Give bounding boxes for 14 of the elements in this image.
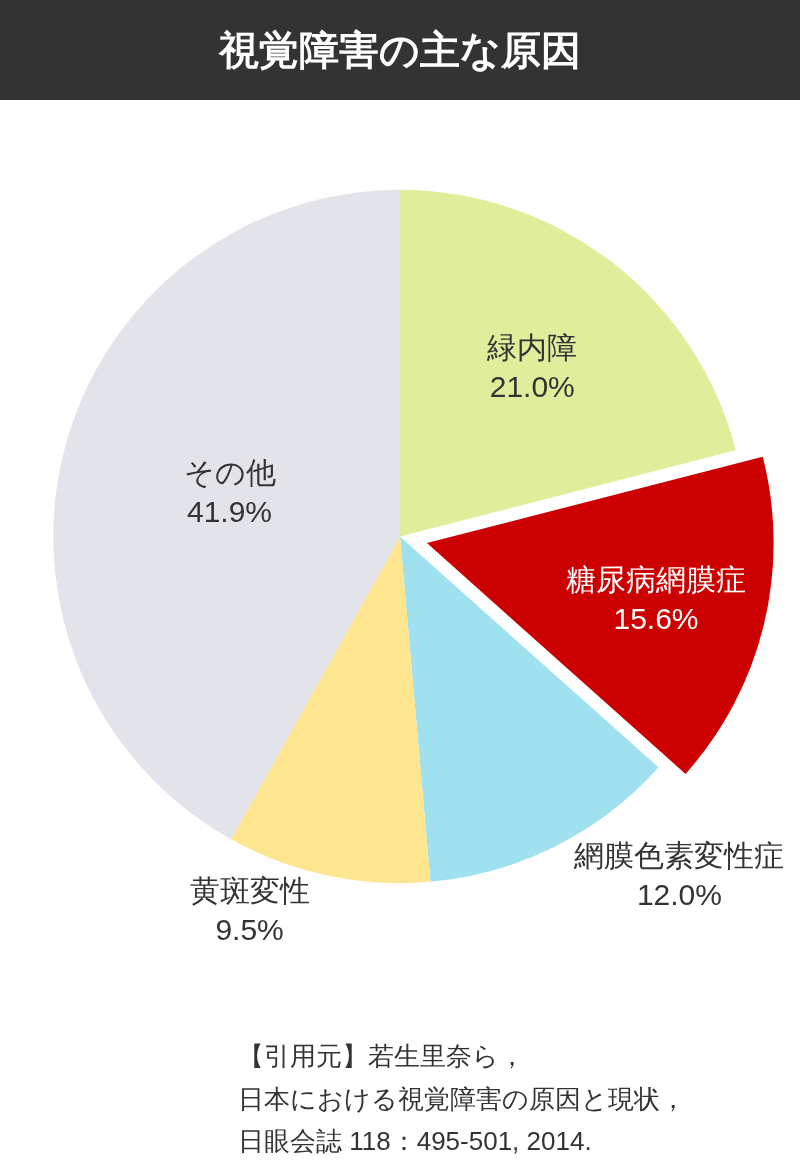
data-label: 15.6% [613,601,699,635]
data-label: 41.9% [186,495,273,529]
slice-label: 網膜色素変性症 [573,839,785,873]
data-label: 21.0% [489,369,575,403]
text: 日本における視覚障害の原因と現状， [238,1084,686,1114]
text: 【引用元】若生里奈ら， [238,1041,525,1071]
data-label: 9.5% [215,912,284,946]
slice-label: その他 [183,456,276,490]
text: 日眼会誌 118：495-501, 2014. [238,1126,592,1156]
slice-label: 緑内障 [486,330,578,364]
chart-title: 視覚障害の主な原因 [0,0,800,100]
data-label: 12.0% [636,878,722,912]
slice-label: 黄斑変性 [189,873,310,907]
slice-label: 糖尿病網膜症 [565,562,746,596]
